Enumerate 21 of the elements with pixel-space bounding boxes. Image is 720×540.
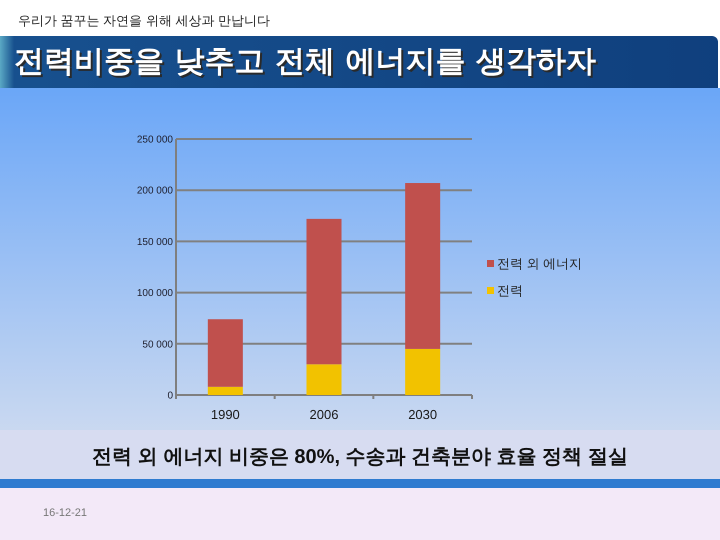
bar [306, 218, 342, 364]
bar [208, 319, 243, 387]
bar [208, 386, 243, 395]
chart-title: 전력비중을 낮추고 전체 에너지를 생각하자 [14, 43, 596, 81]
y-tick-label: 150 000 [136, 236, 174, 248]
y-tick-label: 50 000 [142, 339, 174, 350]
legend-label: 전력 외 에너지 [497, 256, 582, 271]
bar [405, 348, 440, 395]
y-tick-label: 200 000 [136, 186, 174, 197]
x-tick-label: 2030 [408, 407, 438, 422]
legend-label: 전력 [497, 283, 523, 298]
text: 전력 외 에너지 비중은 80%, 수송과 건축분야 효율 정책 절실 [91, 445, 629, 470]
x-tick-label: 2006 [310, 407, 338, 422]
y-tick-label: 100 000 [136, 288, 174, 300]
text: 우리가 꿈꾸는 자연을 위해 세상과 만납니다 [18, 12, 270, 30]
text: 16-12-21 [43, 507, 88, 519]
bar [405, 183, 440, 349]
y-tick-label: 0 [167, 390, 174, 402]
x-tick-label: 1990 [210, 407, 240, 422]
y-tick-label: 250 000 [136, 134, 174, 146]
bar [306, 364, 342, 395]
